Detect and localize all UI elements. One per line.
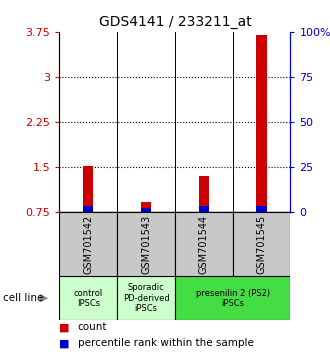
Text: GSM701543: GSM701543	[141, 215, 151, 274]
Text: GSM701542: GSM701542	[83, 215, 93, 274]
Text: percentile rank within the sample: percentile rank within the sample	[78, 338, 253, 348]
Bar	[59, 276, 117, 320]
Bar	[83, 166, 93, 212]
Bar	[141, 202, 151, 212]
Text: ■: ■	[59, 322, 70, 332]
Bar	[175, 212, 233, 276]
Bar	[141, 208, 151, 212]
Bar	[117, 212, 175, 276]
Bar	[256, 206, 267, 212]
Text: GSM701545: GSM701545	[256, 215, 267, 274]
Text: presenilin 2 (PS2)
iPSCs: presenilin 2 (PS2) iPSCs	[196, 289, 270, 308]
Bar	[117, 276, 175, 320]
Bar	[83, 206, 93, 212]
Title: GDS4141 / 233211_at: GDS4141 / 233211_at	[99, 16, 251, 29]
Text: count: count	[78, 322, 107, 332]
Bar	[199, 176, 209, 212]
Text: ■: ■	[59, 338, 70, 348]
Bar	[59, 212, 117, 276]
Bar	[256, 35, 267, 212]
Text: Sporadic
PD-derived
iPSCs: Sporadic PD-derived iPSCs	[123, 283, 169, 313]
Text: GSM701544: GSM701544	[199, 215, 209, 274]
Bar	[175, 276, 290, 320]
Bar	[233, 212, 290, 276]
Text: control
IPSCs: control IPSCs	[74, 289, 103, 308]
Bar	[199, 206, 209, 212]
Text: cell line: cell line	[3, 293, 44, 303]
